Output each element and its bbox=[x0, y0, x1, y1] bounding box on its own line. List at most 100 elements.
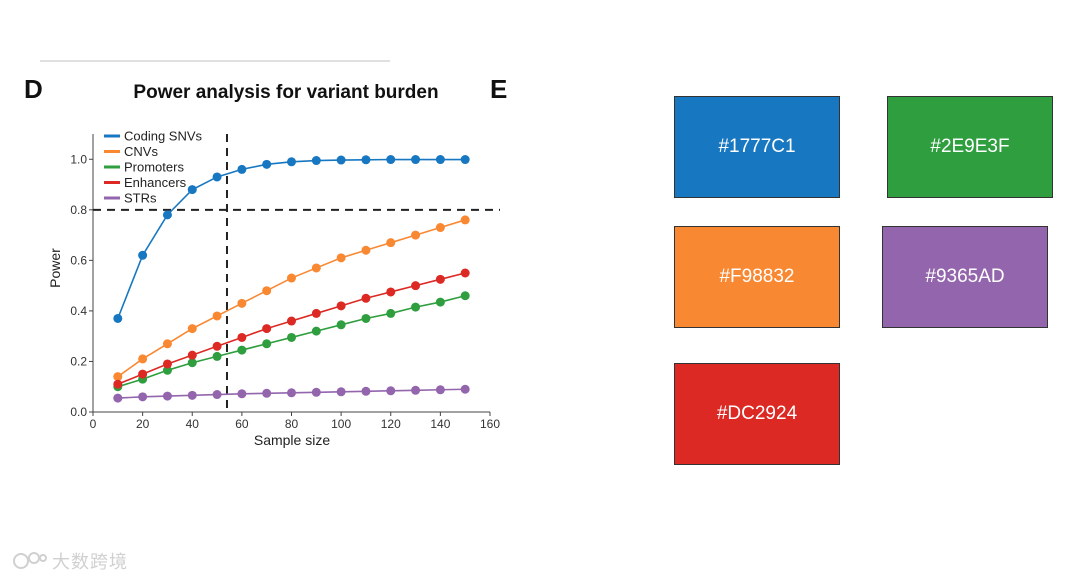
x-tick-label: 0 bbox=[90, 417, 97, 431]
chart-title: Power analysis for variant burden bbox=[133, 82, 438, 103]
color-swatch-label: #2E9E3F bbox=[930, 136, 1010, 157]
data-point-strs bbox=[113, 393, 123, 403]
data-point-strs bbox=[287, 388, 296, 398]
data-point-cnvs bbox=[262, 286, 272, 296]
data-point-promoters bbox=[162, 365, 172, 375]
data-point-promoters bbox=[361, 313, 371, 323]
color-swatch: #DC2924 bbox=[674, 363, 840, 465]
data-point-promoters bbox=[187, 358, 197, 368]
x-tick-label: 40 bbox=[186, 417, 200, 431]
data-point-enhancers bbox=[287, 316, 296, 326]
data-point-strs bbox=[411, 385, 421, 395]
data-point-cnvs bbox=[386, 238, 396, 248]
legend-label: Promoters bbox=[124, 160, 184, 175]
next-panel-letter: E bbox=[490, 74, 507, 104]
color-swatch: #1777C1 bbox=[674, 96, 840, 198]
data-point-cnvs bbox=[336, 253, 346, 263]
data-point-cnvs bbox=[287, 273, 296, 283]
data-point-cnvs bbox=[187, 324, 197, 334]
watermark: 大数跨境 bbox=[12, 548, 128, 574]
data-point-cnvs bbox=[237, 298, 247, 308]
y-tick-label: 0.6 bbox=[70, 253, 87, 267]
data-point-strs bbox=[187, 390, 197, 400]
data-point-coding-snvs bbox=[138, 250, 148, 260]
data-point-enhancers bbox=[311, 308, 321, 318]
data-point-cnvs bbox=[411, 230, 421, 240]
data-point-cnvs bbox=[460, 215, 470, 225]
legend-label: STRs bbox=[124, 191, 157, 206]
data-point-enhancers bbox=[435, 274, 445, 284]
color-swatch: #F98832 bbox=[674, 226, 840, 328]
data-point-coding-snvs bbox=[311, 156, 321, 166]
color-swatch: #2E9E3F bbox=[887, 96, 1053, 198]
data-point-enhancers bbox=[386, 287, 396, 297]
figure-panel: D E Power analysis for variant burden 0 2… bbox=[0, 60, 507, 455]
data-point-promoters bbox=[237, 345, 247, 355]
watermark-logo-icon bbox=[13, 552, 47, 569]
data-point-cnvs bbox=[435, 223, 445, 233]
x-tick-label: 60 bbox=[235, 417, 249, 431]
data-point-promoters bbox=[287, 332, 296, 342]
data-point-coding-snvs bbox=[460, 155, 470, 165]
data-point-coding-snvs bbox=[287, 157, 296, 167]
data-point-cnvs bbox=[138, 354, 148, 364]
data-point-strs bbox=[162, 391, 172, 401]
data-point-strs bbox=[212, 390, 222, 400]
data-point-promoters bbox=[435, 297, 445, 307]
y-tick-label: 0.2 bbox=[70, 354, 87, 368]
data-point-enhancers bbox=[262, 324, 272, 334]
x-tick-label: 80 bbox=[285, 417, 299, 431]
color-swatch-label: #1777C1 bbox=[718, 136, 796, 157]
data-point-promoters bbox=[212, 351, 222, 361]
x-tick-label: 120 bbox=[381, 417, 401, 431]
data-point-enhancers bbox=[411, 281, 421, 291]
panel-letter: D bbox=[24, 74, 43, 104]
data-point-strs bbox=[237, 389, 247, 399]
color-swatch-label: #DC2924 bbox=[716, 403, 798, 424]
data-point-coding-snvs bbox=[237, 164, 247, 174]
data-point-cnvs bbox=[311, 263, 321, 273]
data-point-enhancers bbox=[113, 379, 123, 389]
data-point-strs bbox=[262, 388, 272, 398]
data-point-promoters bbox=[262, 339, 272, 349]
data-point-promoters bbox=[311, 326, 321, 336]
color-swatch-label: #F98832 bbox=[719, 266, 795, 287]
y-tick-label: 0.0 bbox=[70, 405, 87, 419]
legend-label: Coding SNVs bbox=[124, 129, 203, 144]
x-tick-label: 20 bbox=[136, 417, 150, 431]
data-point-enhancers bbox=[212, 341, 222, 351]
y-tick-label: 0.4 bbox=[70, 304, 87, 318]
data-point-cnvs bbox=[361, 245, 371, 255]
data-point-promoters bbox=[460, 291, 470, 301]
data-point-coding-snvs bbox=[435, 155, 445, 165]
data-point-coding-snvs bbox=[113, 313, 123, 323]
data-point-promoters bbox=[336, 320, 346, 330]
watermark-text: 大数跨境 bbox=[52, 552, 128, 573]
data-point-coding-snvs bbox=[361, 155, 371, 165]
data-point-cnvs bbox=[113, 372, 123, 382]
x-tick-label: 100 bbox=[331, 417, 351, 431]
data-point-strs bbox=[386, 386, 396, 396]
y-tick-label: 0.8 bbox=[70, 203, 87, 217]
data-point-cnvs bbox=[162, 339, 172, 349]
x-axis-label: Sample size bbox=[254, 432, 330, 448]
data-point-coding-snvs bbox=[187, 185, 197, 195]
data-point-promoters bbox=[411, 302, 421, 312]
data-point-coding-snvs bbox=[386, 155, 396, 165]
legend-label: Enhancers bbox=[124, 175, 187, 190]
data-point-strs bbox=[311, 387, 321, 397]
y-axis-label: Power bbox=[47, 248, 63, 288]
figure-background bbox=[0, 60, 506, 455]
data-point-coding-snvs bbox=[162, 210, 172, 220]
data-point-enhancers bbox=[361, 293, 371, 303]
data-point-enhancers bbox=[460, 268, 470, 278]
x-tick-label: 140 bbox=[430, 417, 450, 431]
data-point-strs bbox=[460, 384, 470, 394]
plot-area: 0 20 40 60 80 100 120 140 160 0.0 0.2 0.4 0.6 0.8 1.0 bbox=[70, 134, 500, 431]
data-point-coding-snvs bbox=[262, 159, 272, 169]
data-point-enhancers bbox=[336, 301, 346, 311]
data-point-enhancers bbox=[138, 369, 148, 379]
x-tick-label: 160 bbox=[480, 417, 500, 431]
data-point-coding-snvs bbox=[212, 172, 222, 182]
